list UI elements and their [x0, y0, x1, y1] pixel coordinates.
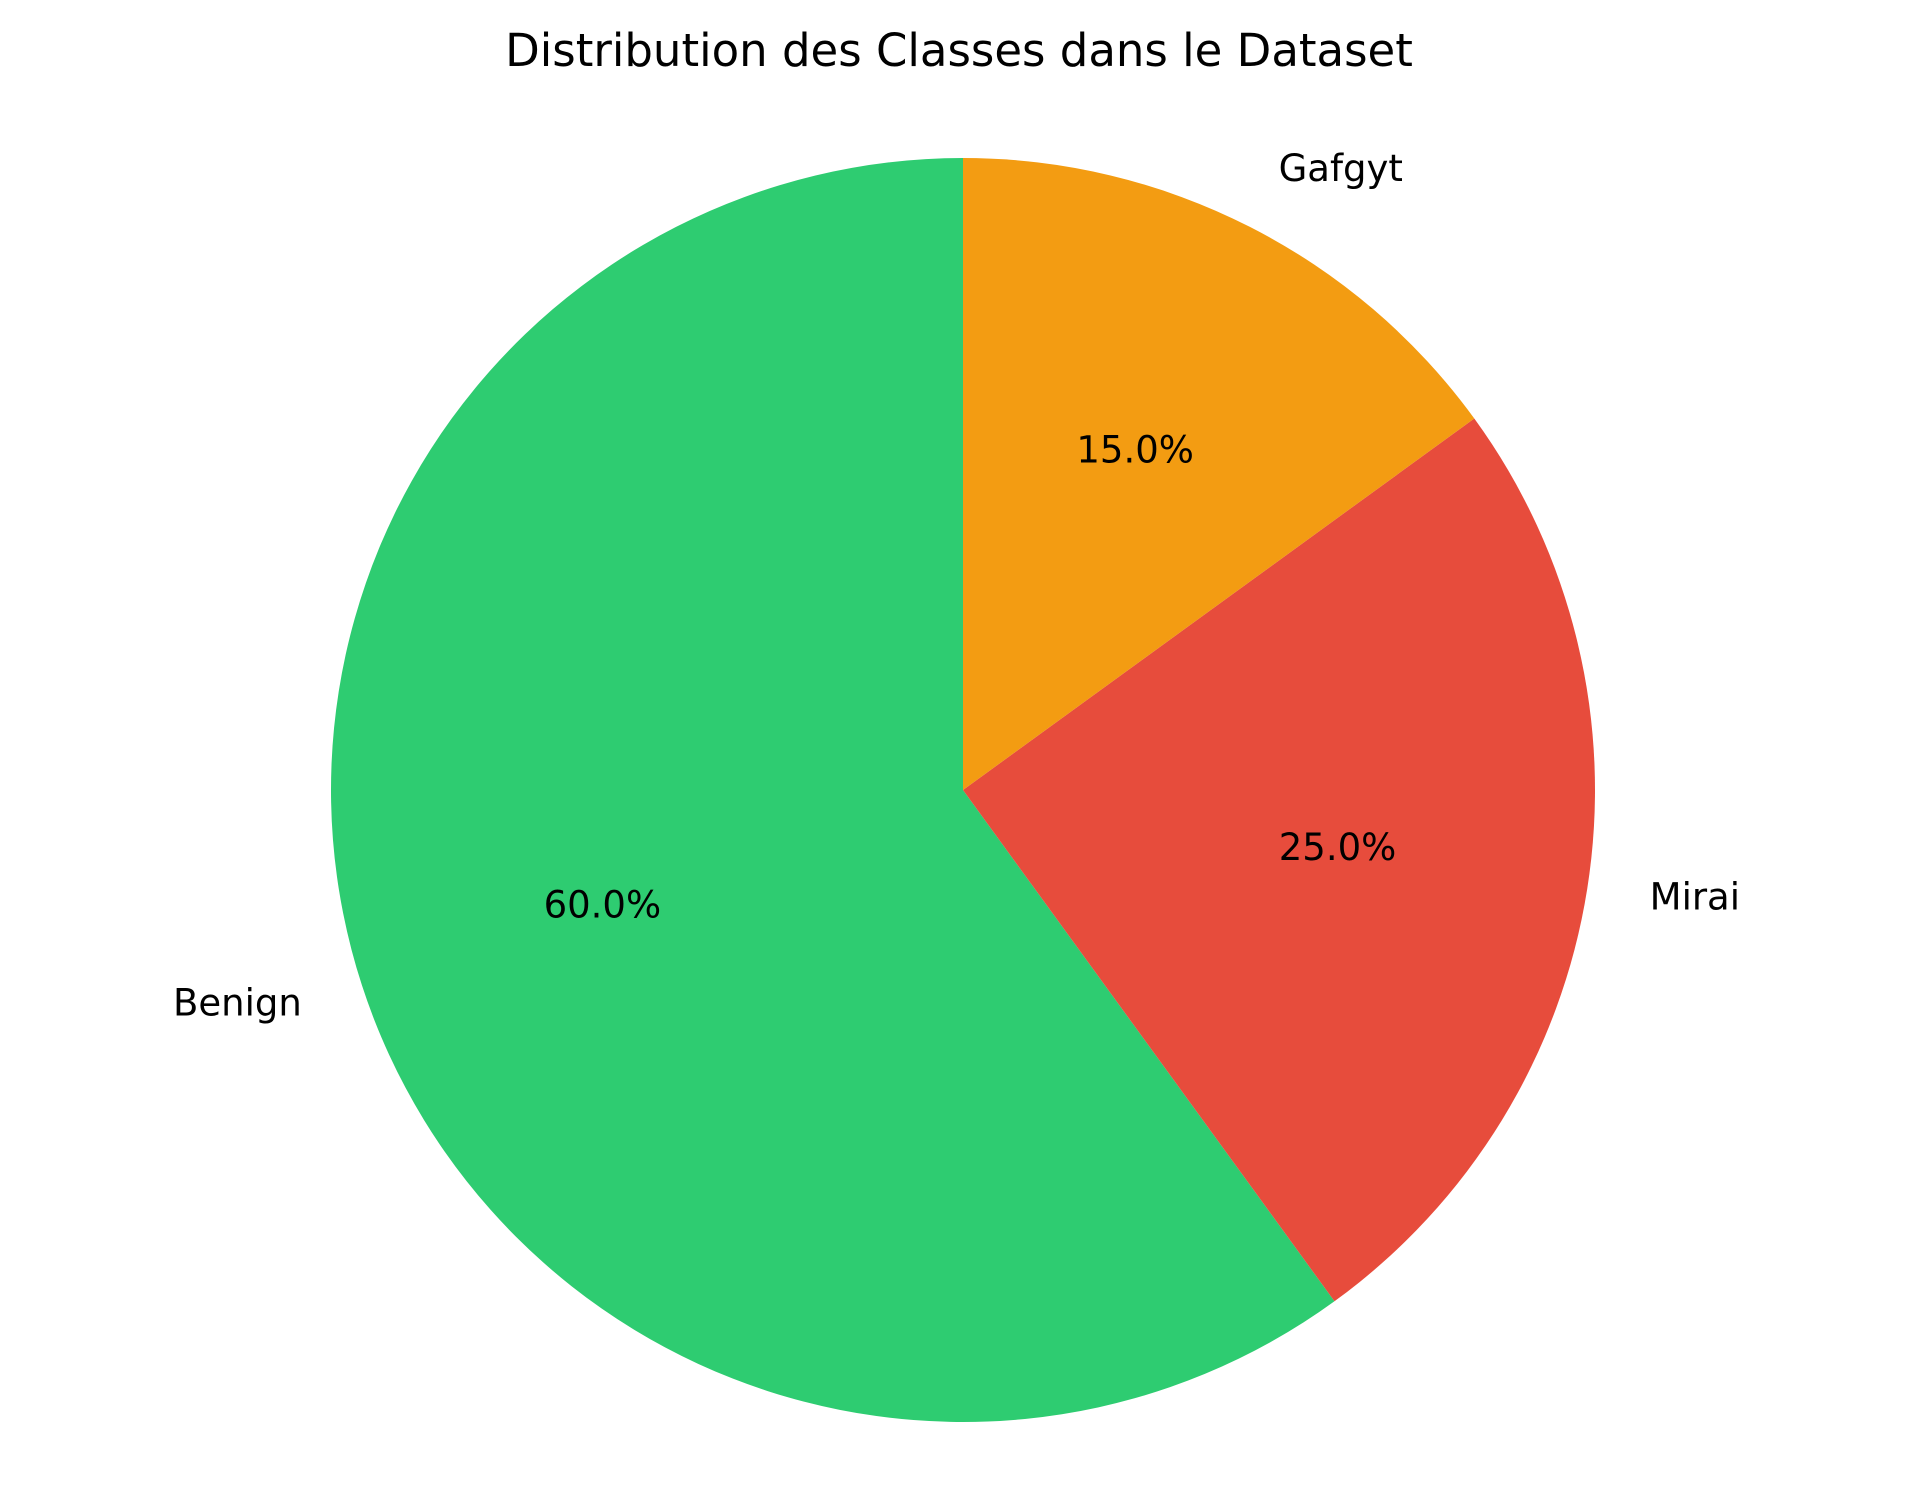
slice-percent-gafgyt: 15.0% — [1076, 429, 1194, 472]
chart-title: Distribution des Classes dans le Dataset — [505, 24, 1413, 77]
slice-label-mirai: Mirai — [1650, 875, 1740, 918]
pie-slice-benign — [330, 158, 1335, 1422]
slice-percent-mirai: 25.0% — [1279, 826, 1397, 869]
slice-label-benign: Benign — [173, 981, 302, 1024]
slice-label-gafgyt: Gafgyt — [1279, 147, 1403, 190]
pie-slice-gafgyt — [963, 158, 1475, 790]
pie-slice-mirai — [963, 418, 1595, 1302]
pie-labels: Benign 60.0% Mirai 25.0% Gafgyt 15.0% — [173, 147, 1740, 1024]
slice-percent-benign: 60.0% — [544, 884, 662, 927]
pie-slices — [330, 158, 1595, 1422]
